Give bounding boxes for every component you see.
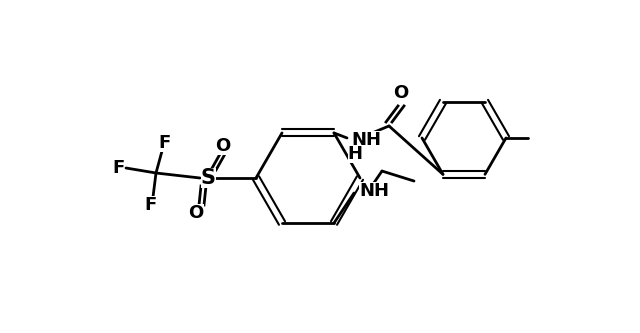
Text: NH: NH	[359, 182, 389, 200]
Text: O: O	[394, 84, 408, 102]
Text: O: O	[216, 137, 230, 155]
Text: F: F	[158, 134, 170, 152]
Text: H: H	[348, 145, 362, 163]
Text: F: F	[112, 159, 124, 177]
Text: F: F	[145, 196, 157, 214]
Text: S: S	[200, 168, 216, 188]
Text: O: O	[188, 204, 204, 222]
Text: NH: NH	[351, 131, 381, 149]
